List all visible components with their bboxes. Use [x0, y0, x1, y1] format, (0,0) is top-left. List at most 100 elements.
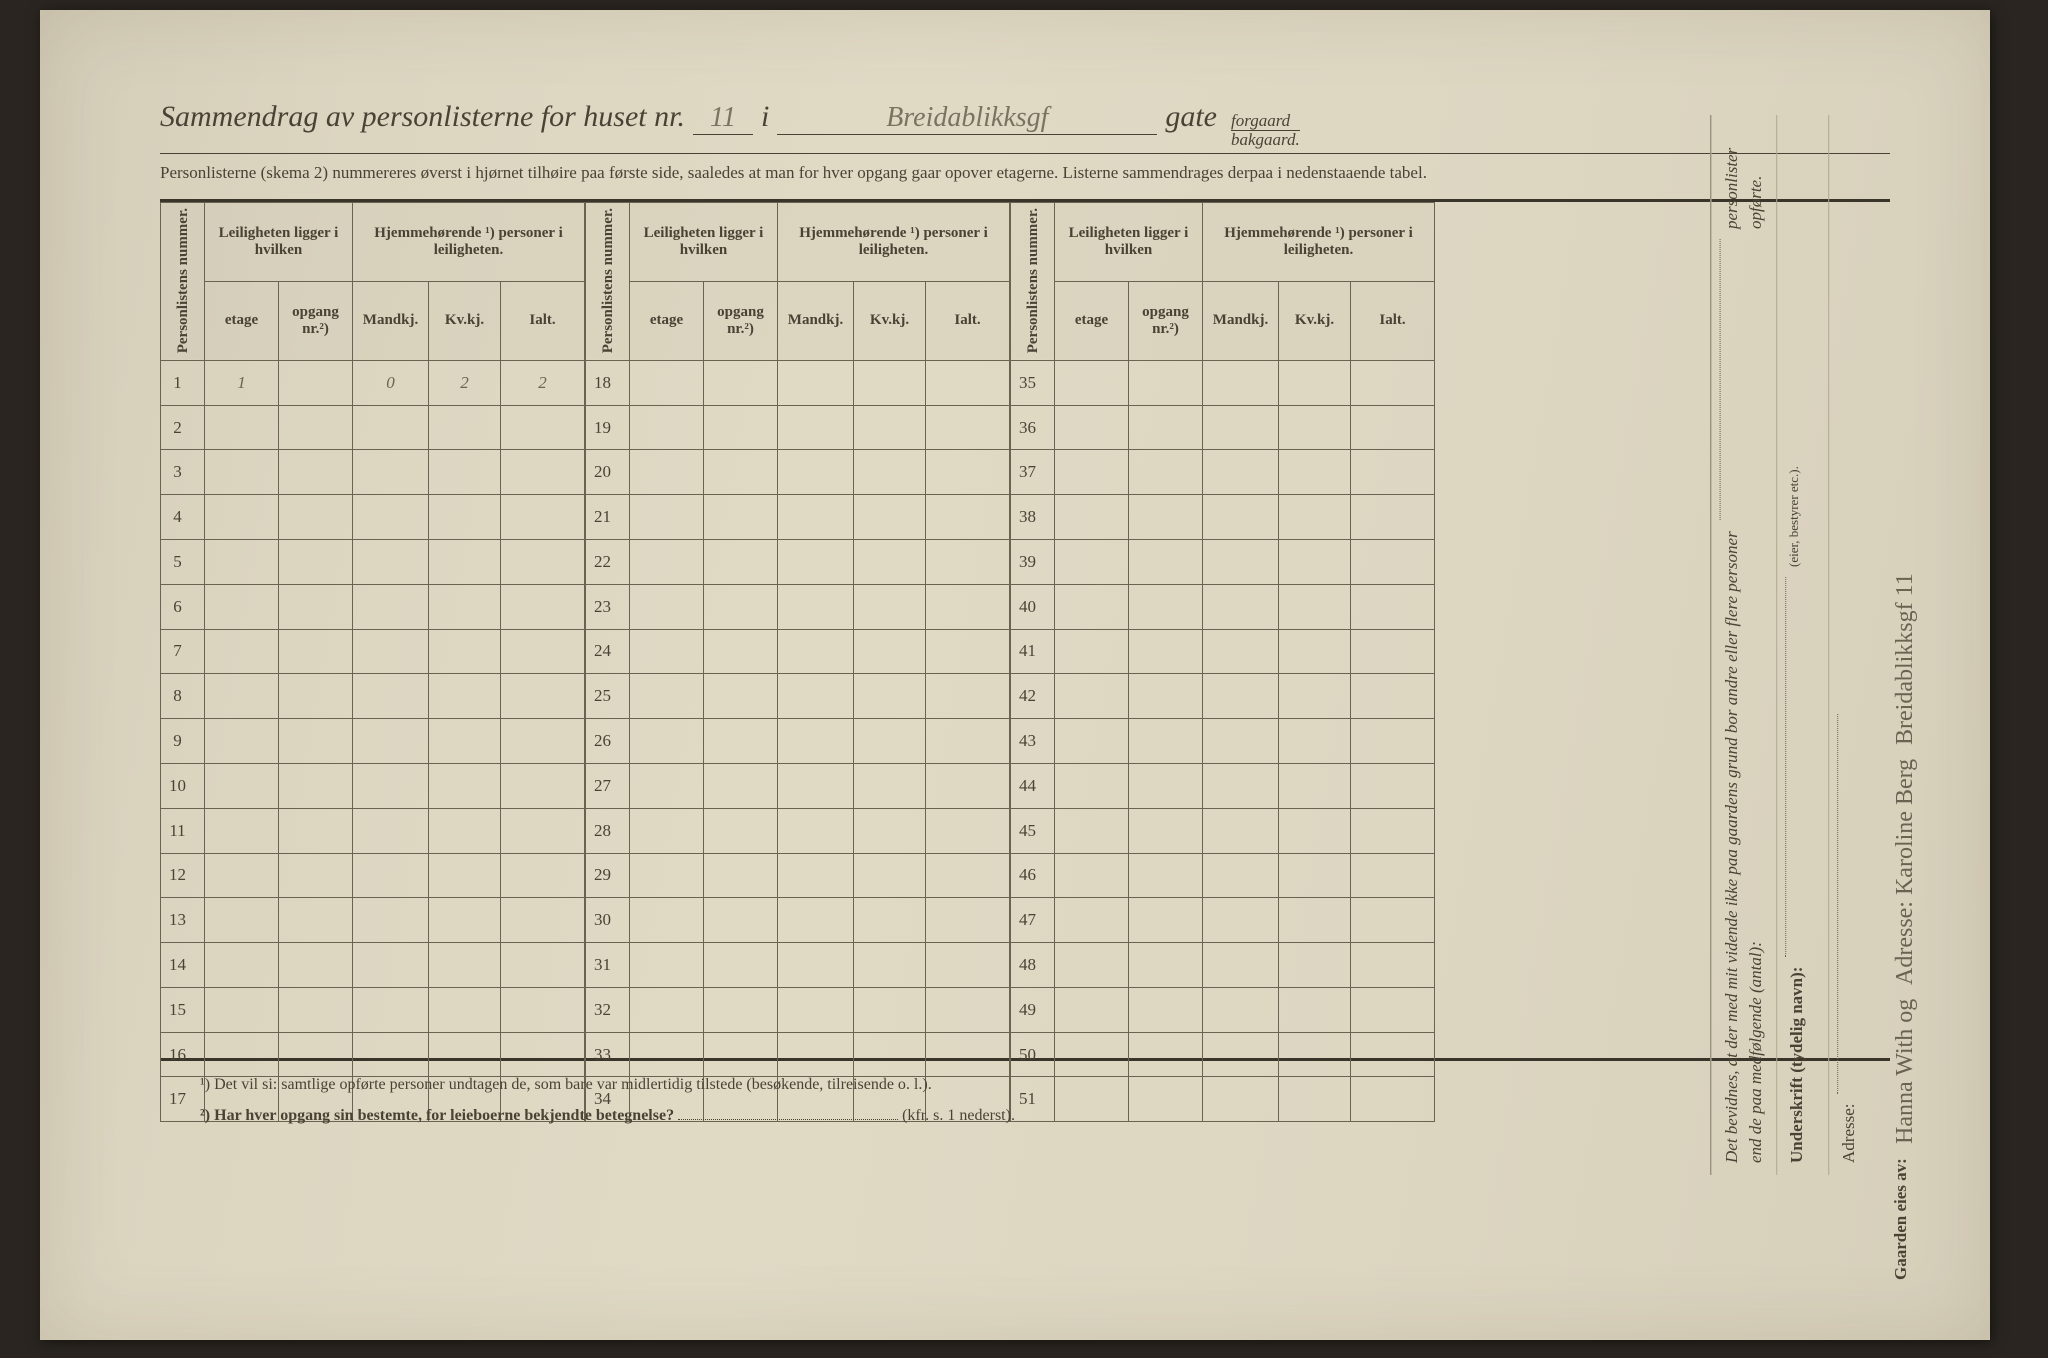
cell-opgang [1129, 495, 1203, 540]
cell-kvkj [854, 763, 926, 808]
table-row: 46 [1011, 853, 1435, 898]
cell-opgang [704, 943, 778, 988]
table-row: 20 [586, 450, 1010, 495]
cell-mandkj [353, 808, 429, 853]
cell-etage [1055, 719, 1129, 764]
cell-ialt [926, 584, 1010, 629]
cell-mandkj [778, 405, 854, 450]
cell-etage [205, 808, 279, 853]
row-number: 29 [586, 853, 630, 898]
table-row: 47 [1011, 898, 1435, 943]
cell-kvkj [429, 987, 501, 1032]
cell-opgang [1129, 898, 1203, 943]
cell-etage [205, 629, 279, 674]
gate-bakgaard: bakgaard. [1231, 131, 1300, 149]
cell-kvkj [429, 808, 501, 853]
col-etage: etage [630, 281, 704, 360]
table-row: 27 [586, 763, 1010, 808]
cell-mandkj [778, 763, 854, 808]
cell-kvkj [1279, 540, 1351, 585]
cell-etage [205, 987, 279, 1032]
row-number: 50 [1011, 1032, 1055, 1077]
cell-kvkj [429, 405, 501, 450]
row-number: 14 [161, 943, 205, 988]
cell-ialt [1351, 360, 1435, 405]
col-personlistens: Personlistens nummer. [586, 202, 630, 360]
cell-ialt [1351, 1077, 1435, 1122]
cell-etage [630, 763, 704, 808]
col-personlistens: Personlistens nummer. [161, 202, 205, 360]
row-number: 3 [161, 450, 205, 495]
cell-kvkj [1279, 674, 1351, 719]
row-number: 5 [161, 540, 205, 585]
row-number: 25 [586, 674, 630, 719]
table-row: 31 [586, 943, 1010, 988]
cell-kvkj [854, 987, 926, 1032]
cell-mandkj [1203, 943, 1279, 988]
cell-ialt [501, 719, 585, 764]
cell-ialt [501, 898, 585, 943]
cell-mandkj [778, 943, 854, 988]
table-row: 11022 [161, 360, 585, 405]
cell-opgang [279, 405, 353, 450]
cell-mandkj [353, 763, 429, 808]
cell-kvkj [1279, 584, 1351, 629]
cell-kvkj [1279, 719, 1351, 764]
cell-ialt [501, 808, 585, 853]
cell-mandkj [1203, 674, 1279, 719]
cell-kvkj [854, 405, 926, 450]
cell-etage [630, 405, 704, 450]
table-row: 29 [586, 853, 1010, 898]
cell-mandkj [353, 495, 429, 540]
cell-mandkj [1203, 853, 1279, 898]
cell-opgang [1129, 719, 1203, 764]
table-row: 38 [1011, 495, 1435, 540]
cell-kvkj [854, 719, 926, 764]
row-number: 10 [161, 763, 205, 808]
cell-kvkj [1279, 943, 1351, 988]
row-number: 49 [1011, 987, 1055, 1032]
cell-mandkj [353, 674, 429, 719]
cell-opgang [279, 495, 353, 540]
cell-mandkj [1203, 360, 1279, 405]
col-ialt: Ialt. [926, 281, 1010, 360]
table-row: 44 [1011, 763, 1435, 808]
row-number: 45 [1011, 808, 1055, 853]
cell-opgang [1129, 674, 1203, 719]
cell-mandkj [353, 853, 429, 898]
row-number: 40 [1011, 584, 1055, 629]
table-row: 48 [1011, 943, 1435, 988]
cell-opgang [1129, 540, 1203, 585]
cell-etage [1055, 674, 1129, 719]
street-field: Breidablikksgf [777, 102, 1157, 135]
cell-ialt [926, 898, 1010, 943]
gate-label: gate [1165, 100, 1217, 134]
col-leiligheten: Leiligheten ligger i hvilken [205, 202, 353, 281]
cell-etage [630, 853, 704, 898]
cell-etage [1055, 360, 1129, 405]
cell-etage [205, 674, 279, 719]
cell-ialt [501, 763, 585, 808]
cell-etage [205, 898, 279, 943]
table-row: 5 [161, 540, 585, 585]
cell-ialt [1351, 540, 1435, 585]
row-number: 8 [161, 674, 205, 719]
cell-opgang [704, 405, 778, 450]
col-kvkj: Kv.kj. [429, 281, 501, 360]
row-number: 7 [161, 629, 205, 674]
cell-mandkj [1203, 808, 1279, 853]
cell-opgang [704, 987, 778, 1032]
cell-opgang [1129, 450, 1203, 495]
cell-ialt [926, 629, 1010, 674]
cell-etage [1055, 763, 1129, 808]
cell-opgang [279, 853, 353, 898]
cell-opgang [279, 987, 353, 1032]
table-row: 3 [161, 450, 585, 495]
row-number: 38 [1011, 495, 1055, 540]
cell-etage [1055, 495, 1129, 540]
footnote-blank [678, 1119, 898, 1120]
row-number: 47 [1011, 898, 1055, 943]
cell-opgang [1129, 808, 1203, 853]
cell-kvkj [1279, 808, 1351, 853]
cell-etage [1055, 584, 1129, 629]
